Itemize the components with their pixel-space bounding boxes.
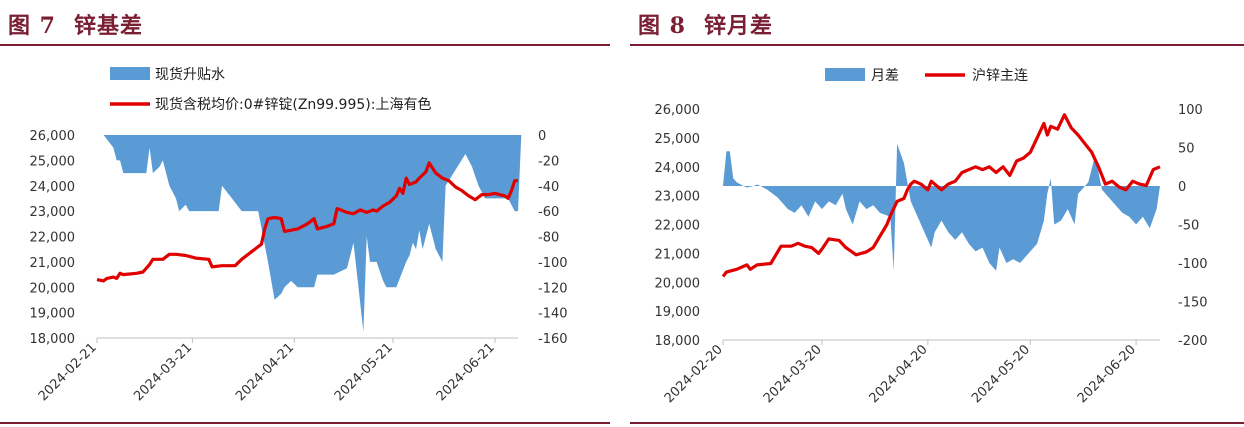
x-tick-label: 2024-03-20 [761,342,825,406]
line-series-0 [96,161,518,283]
chart-zinc-basis: 18,000 19,000 20,000 21,000 22,000 23,000 24,0… [30,66,568,404]
y-right-tick-label: -150 [1178,296,1208,311]
y-right-tick-label: -200 [1178,334,1208,349]
y-right-tick-label: -60 [538,205,559,220]
y-right-tick-label: 100 [1178,103,1203,118]
figure-label: 图 7 [8,13,56,39]
y-right-tick-label: -160 [538,332,568,347]
y-right-tick-label: -100 [1178,257,1208,272]
legend-label-line: 沪锌主连 [972,68,1028,84]
y-right-tick-label: 50 [1178,142,1195,157]
area-series-0 [97,135,522,332]
y-left-tick-label: 21,000 [30,256,76,271]
y-left-tick-label: 18,000 [655,334,701,349]
y-right-tick-label: 0 [1178,180,1186,195]
y-right-tick-label: -40 [538,180,559,195]
y-left-tick-label: 26,000 [30,129,76,144]
x-tick-label: 2024-04-20 [867,342,931,406]
y-left-tick-label: 18,000 [30,332,76,347]
figure-title: 图 8 锌月差 [638,8,773,40]
y-left-tick-label: 23,000 [30,205,76,220]
x-tick-label: 2024-05-20 [969,342,1033,406]
y-left-tick-label: 21,000 [655,247,701,262]
y-right-tick-label: -120 [538,281,568,296]
y-right-tick-label: 0 [538,129,546,144]
y-left-tick-label: 23,000 [655,190,701,205]
y-left-tick-label: 24,000 [30,180,76,195]
chart-title: 锌月差 [703,13,773,39]
y-left-tick-label: 26,000 [655,103,701,118]
y-right-tick-label: -100 [538,256,568,271]
chart-zinc-month-spread: 18,000 19,000 20,000 21,000 22,000 23,000 24,0… [655,68,1208,406]
area-series-1 [723,143,1160,271]
x-tick-label: 2024-06-21 [434,340,498,404]
title-rule [0,44,610,46]
figure-title: 图 7 锌基差 [8,8,143,40]
legend-swatch-area [825,68,865,81]
y-left-tick-label: 19,000 [30,307,76,322]
y-right-tick-label: -20 [538,154,559,169]
y-right-tick-label: -80 [538,231,559,246]
y-right-tick-label: -140 [538,307,568,322]
y-right-tick-label: -50 [1178,219,1199,234]
x-tick-label: 2024-03-21 [131,340,195,404]
bottom-rule [0,422,610,424]
y-left-tick-label: 24,000 [655,161,701,176]
line-series-1 [721,113,1161,278]
x-tick-label: 2024-02-21 [36,340,100,404]
y-left-tick-label: 25,000 [30,154,76,169]
y-left-tick-label: 20,000 [30,281,76,296]
chart-title: 锌基差 [73,13,143,39]
y-left-tick-label: 20,000 [655,276,701,291]
legend-label-area: 月差 [871,68,899,84]
title-rule [630,44,1244,46]
legend-label-line: 现货含税均价:0#锌锭(Zn99.995):上海有色 [155,96,431,113]
chart-panel-zinc-basis: 图 7 锌基差 18,000 19,000 20,000 21,000 22,000 23,… [0,0,610,427]
x-tick-label: 2024-05-21 [332,340,396,404]
x-tick-label: 2024-02-20 [662,342,726,406]
x-tick-label: 2024-06-20 [1075,342,1139,406]
bottom-rule [630,422,1244,424]
figure-label: 图 8 [638,13,686,39]
legend-swatch-area [110,67,150,80]
legend-label-area: 现货升贴水 [155,66,225,83]
y-left-tick-label: 19,000 [655,305,701,320]
y-left-tick-label: 22,000 [655,219,701,234]
y-left-tick-label: 25,000 [655,132,701,147]
x-tick-label: 2024-04-21 [233,340,297,404]
chart-panel-zinc-month-spread: 图 8 锌月差 18,000 19,000 20,000 21,000 22,000 23,… [630,0,1244,427]
y-left-tick-label: 22,000 [30,231,76,246]
